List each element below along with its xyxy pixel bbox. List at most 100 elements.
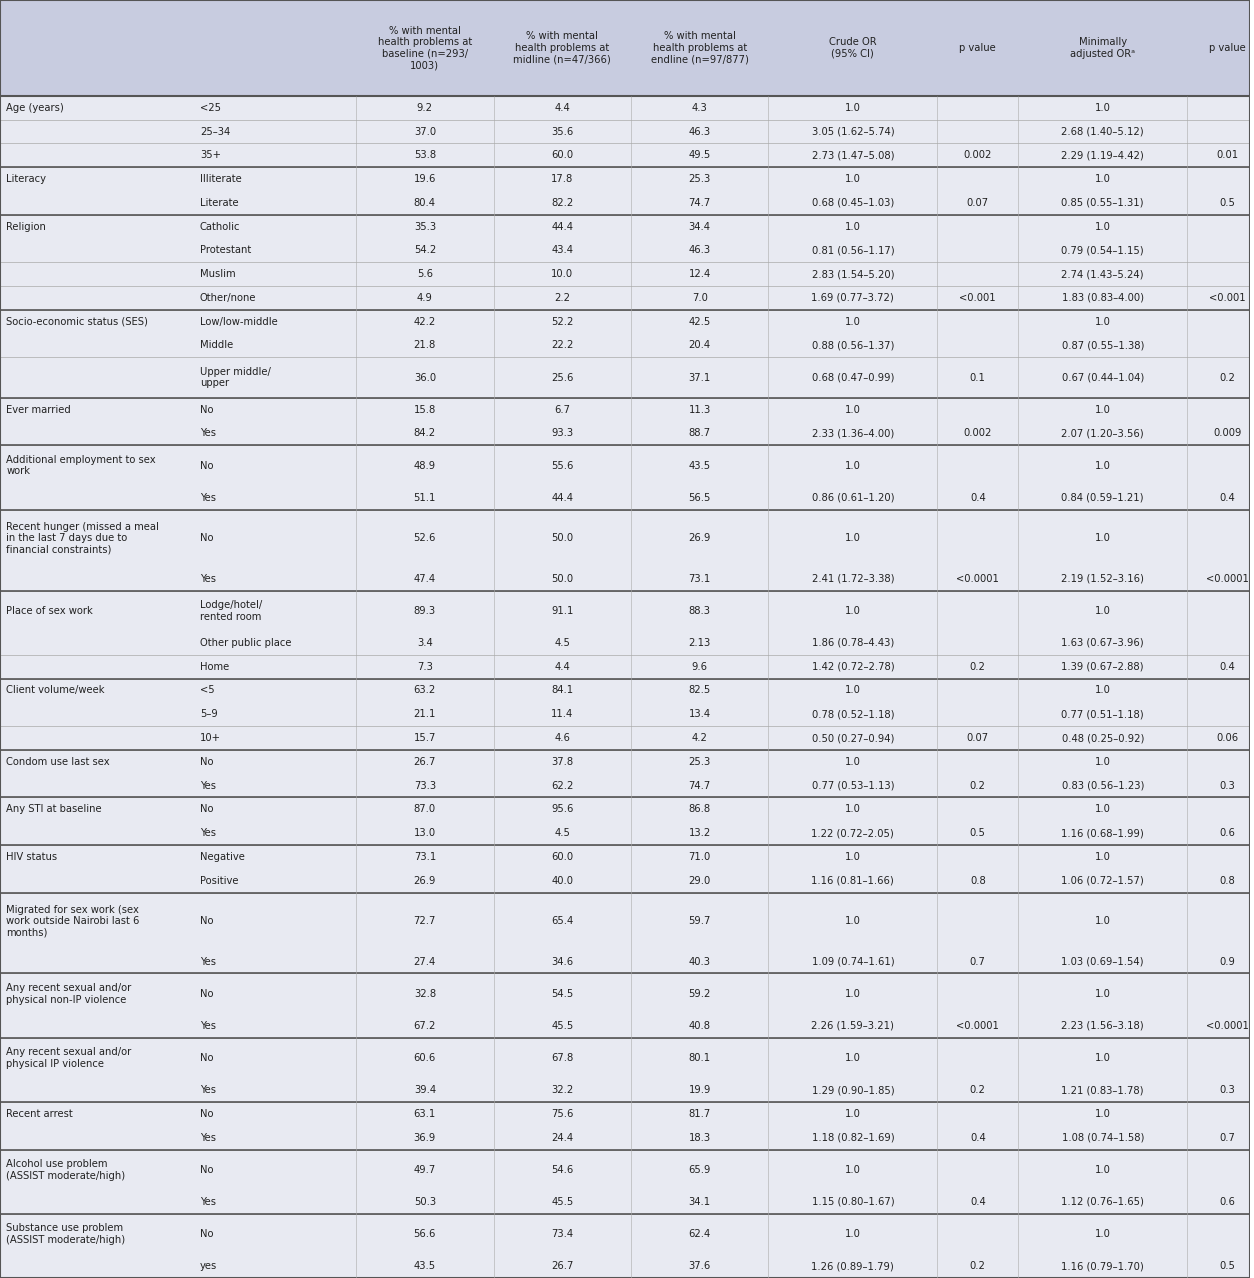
Text: 51.1: 51.1 (414, 493, 436, 502)
Text: 1.03 (0.69–1.54): 1.03 (0.69–1.54) (1061, 956, 1144, 966)
Text: 34.1: 34.1 (688, 1197, 711, 1206)
Bar (0, 822, 1249, 845)
Text: 43.5: 43.5 (688, 460, 711, 470)
Text: 88.3: 88.3 (688, 606, 711, 616)
Text: 19.6: 19.6 (414, 174, 436, 184)
Text: 1.0: 1.0 (1095, 852, 1111, 861)
Text: 84.1: 84.1 (552, 685, 573, 695)
Bar (0, 1126, 1249, 1149)
Text: 2.13: 2.13 (688, 638, 711, 648)
Text: 44.4: 44.4 (552, 493, 573, 502)
Text: No: No (199, 533, 213, 543)
Text: 1.0: 1.0 (845, 757, 860, 767)
Text: 0.81 (0.56–1.17): 0.81 (0.56–1.17) (811, 245, 894, 256)
Text: 2.74 (1.43–5.24): 2.74 (1.43–5.24) (1061, 270, 1144, 279)
Text: 0.2: 0.2 (969, 781, 986, 791)
Text: 1.0: 1.0 (845, 852, 860, 861)
Text: 26.9: 26.9 (688, 533, 711, 543)
Text: 0.83 (0.56–1.23): 0.83 (0.56–1.23) (1062, 781, 1144, 791)
Text: Illiterate: Illiterate (199, 174, 242, 184)
Text: 37.1: 37.1 (688, 373, 711, 382)
Bar (0, 1190, 1249, 1214)
Text: <0.001: <0.001 (959, 293, 996, 303)
Text: 4.5: 4.5 (554, 828, 571, 838)
Text: 1.0: 1.0 (1095, 174, 1111, 184)
Bar (0, 679, 1249, 703)
Text: 43.4: 43.4 (552, 245, 573, 256)
Text: No: No (199, 916, 213, 927)
Text: 1.0: 1.0 (1095, 405, 1111, 414)
Text: 0.01: 0.01 (1216, 151, 1239, 160)
Text: Yes: Yes (199, 428, 216, 438)
Text: No: No (199, 1229, 213, 1238)
Text: 0.7: 0.7 (1220, 1132, 1235, 1143)
Text: 37.0: 37.0 (414, 127, 436, 137)
Text: 1.16 (0.79–1.70): 1.16 (0.79–1.70) (1061, 1261, 1144, 1272)
Text: Ever married: Ever married (6, 405, 71, 414)
Text: Additional employment to sex
work: Additional employment to sex work (6, 455, 155, 477)
Text: 1.29 (0.90–1.85): 1.29 (0.90–1.85) (811, 1085, 894, 1095)
Text: 0.48 (0.25–0.92): 0.48 (0.25–0.92) (1062, 734, 1144, 743)
Text: 2.29 (1.19–4.42): 2.29 (1.19–4.42) (1061, 151, 1144, 160)
Text: 63.1: 63.1 (414, 1109, 436, 1118)
Text: 0.9: 0.9 (1220, 956, 1235, 966)
Text: 74.7: 74.7 (688, 198, 711, 208)
Text: 29.0: 29.0 (688, 875, 711, 886)
Text: 4.9: 4.9 (416, 293, 433, 303)
Text: 45.5: 45.5 (552, 1021, 573, 1031)
Text: 1.16 (0.81–1.66): 1.16 (0.81–1.66) (811, 875, 894, 886)
Bar (0, 286, 1249, 309)
Text: 4.5: 4.5 (554, 638, 571, 648)
Text: 1.0: 1.0 (845, 804, 860, 814)
Text: Home: Home (199, 662, 229, 672)
Text: 1.0: 1.0 (845, 685, 860, 695)
Text: 80.4: 80.4 (414, 198, 436, 208)
Text: Yes: Yes (199, 1197, 216, 1206)
Text: 1.16 (0.68–1.99): 1.16 (0.68–1.99) (1061, 828, 1144, 838)
Text: 25–34: 25–34 (199, 127, 231, 137)
Text: 42.5: 42.5 (688, 317, 711, 327)
Text: 95.6: 95.6 (551, 804, 573, 814)
Text: 1.42 (0.72–2.78): 1.42 (0.72–2.78) (811, 662, 894, 672)
Bar (0, 566, 1249, 590)
Text: Literate: Literate (199, 198, 238, 208)
Text: 62.4: 62.4 (688, 1229, 711, 1238)
Text: 89.3: 89.3 (414, 606, 436, 616)
Text: 0.002: 0.002 (963, 151, 992, 160)
Text: 60.0: 60.0 (552, 151, 573, 160)
Text: 1.0: 1.0 (1095, 916, 1111, 927)
Text: p value: p value (1209, 43, 1246, 52)
Text: 0.3: 0.3 (1220, 1085, 1235, 1095)
Text: 50.0: 50.0 (552, 574, 573, 584)
Text: No: No (199, 405, 213, 414)
Text: Minimally
adjusted ORᵃ: Minimally adjusted ORᵃ (1070, 37, 1135, 59)
Text: 1.0: 1.0 (845, 1109, 860, 1118)
Text: 49.5: 49.5 (688, 151, 711, 160)
Text: Place of sex work: Place of sex work (6, 606, 93, 616)
Text: 2.83 (1.54–5.20): 2.83 (1.54–5.20) (811, 270, 894, 279)
Bar (0, 726, 1249, 750)
Text: 81.7: 81.7 (688, 1109, 711, 1118)
Text: 0.4: 0.4 (969, 493, 986, 502)
Text: No: No (199, 757, 213, 767)
Text: HIV status: HIV status (6, 852, 58, 861)
Text: 10+: 10+ (199, 734, 221, 743)
Text: Other public place: Other public place (199, 638, 291, 648)
Text: 1.0: 1.0 (1095, 1109, 1111, 1118)
Text: 0.68 (0.47–0.99): 0.68 (0.47–0.99) (811, 373, 894, 382)
Text: 12.4: 12.4 (688, 270, 711, 279)
Text: 3.4: 3.4 (418, 638, 433, 648)
Text: Any STI at baseline: Any STI at baseline (6, 804, 102, 814)
Text: 0.3: 0.3 (1220, 781, 1235, 791)
Text: Yes: Yes (199, 574, 216, 584)
Text: 1.0: 1.0 (1095, 221, 1111, 231)
Text: 46.3: 46.3 (688, 245, 711, 256)
Text: 2.26 (1.59–3.21): 2.26 (1.59–3.21) (811, 1021, 894, 1031)
Text: 1.12 (0.76–1.65): 1.12 (0.76–1.65) (1061, 1197, 1144, 1206)
Bar (0, 1149, 1249, 1190)
Text: 26.7: 26.7 (414, 757, 436, 767)
Text: 1.06 (0.72–1.57): 1.06 (0.72–1.57) (1061, 875, 1144, 886)
Text: 0.2: 0.2 (1220, 373, 1235, 382)
Bar (0, 773, 1249, 797)
Text: 1.08 (0.74–1.58): 1.08 (0.74–1.58) (1062, 1132, 1144, 1143)
